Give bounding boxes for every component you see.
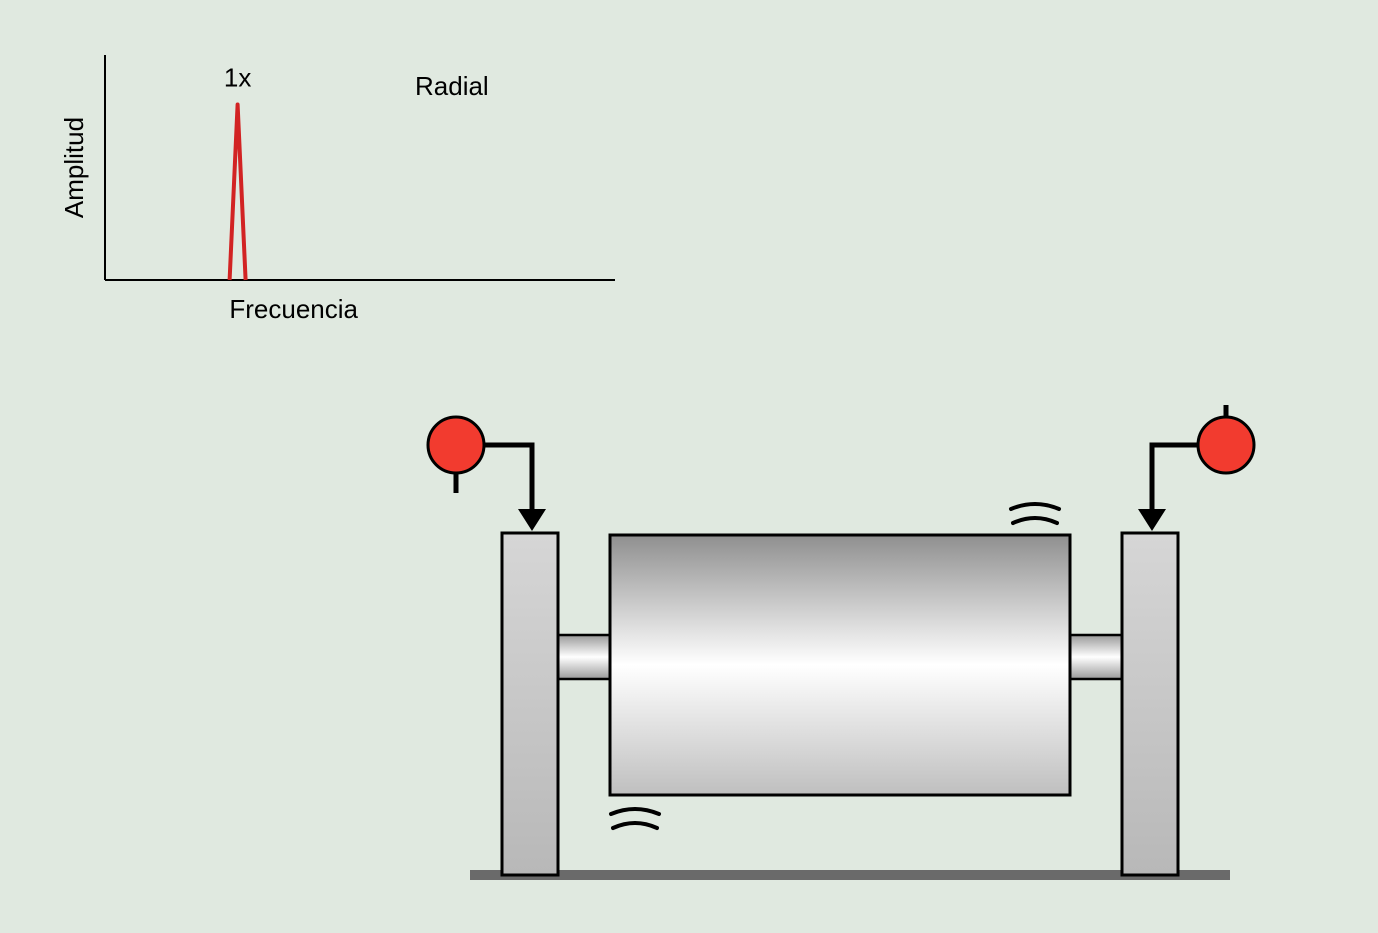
bearing-support-left: [502, 533, 558, 875]
chart-ylabel: Amplitud: [59, 117, 89, 218]
sensor-icon: [428, 417, 484, 473]
sensor-icon: [1198, 417, 1254, 473]
peak-label: 1x: [224, 63, 251, 93]
rotor-cylinder: [610, 535, 1070, 795]
shaft-right: [1070, 635, 1122, 679]
bearing-support-right: [1122, 533, 1178, 875]
chart-xlabel: Frecuencia: [229, 294, 358, 324]
chart-title: Radial: [415, 71, 489, 101]
shaft-left: [558, 635, 610, 679]
